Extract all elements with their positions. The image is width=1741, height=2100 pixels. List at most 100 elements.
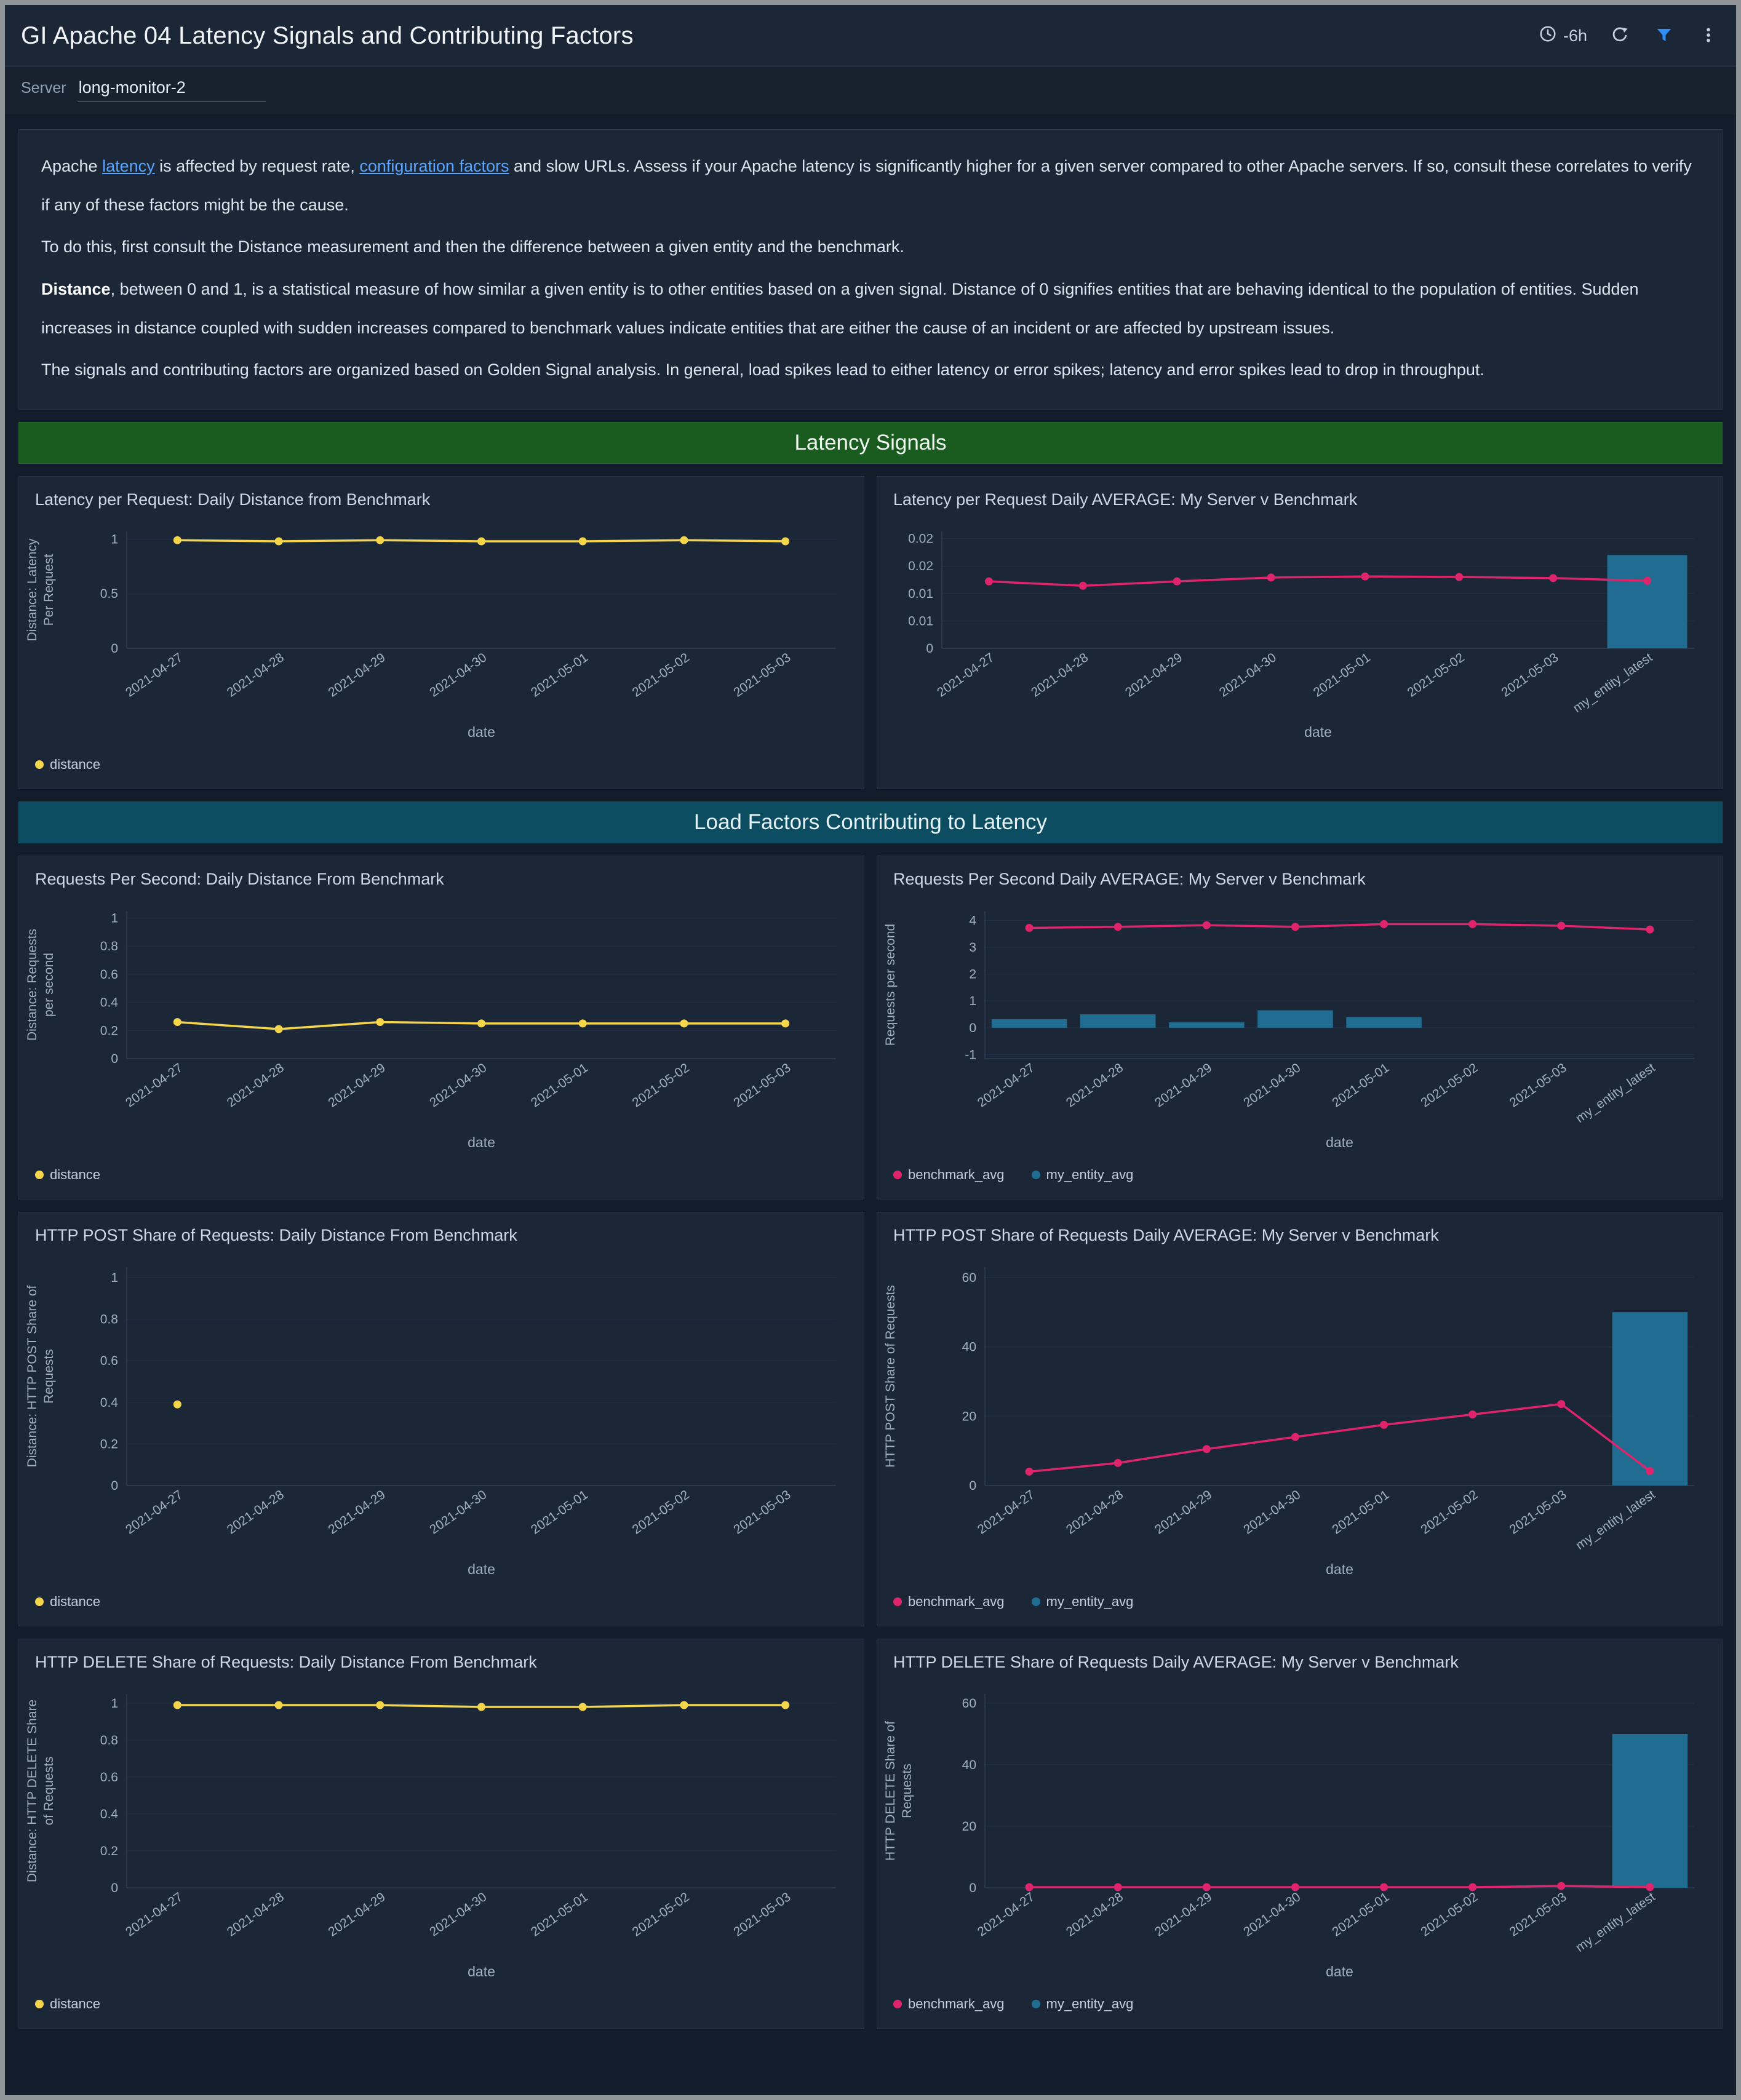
legend-dot (1031, 1597, 1040, 1606)
svg-text:my_entity_latest: my_entity_latest (1573, 1487, 1658, 1553)
svg-text:2021-05-03: 2021-05-03 (731, 650, 793, 699)
chart-title: HTTP POST Share of Requests Daily AVERAG… (893, 1225, 1439, 1244)
svg-text:my_entity_latest: my_entity_latest (1571, 650, 1655, 715)
svg-text:2021-05-01: 2021-05-01 (1329, 1890, 1392, 1939)
legend-item-benchmark_avg[interactable]: benchmark_avg (893, 1996, 1005, 2012)
svg-text:60: 60 (962, 1696, 976, 1711)
legend-item-distance[interactable]: distance (35, 1594, 100, 1610)
legend-item-my_entity_avg[interactable]: my_entity_avg (1031, 1996, 1133, 2012)
svg-text:2021-05-01: 2021-05-01 (1329, 1060, 1392, 1110)
chart-legend: distance (19, 748, 864, 789)
chart-delete-distance: 0 0.2 0.4 0.6 0.8 1 2021-04-27 2021-04-28 2021-0… (25, 1693, 836, 1979)
svg-text:2021-04-27: 2021-04-27 (975, 1487, 1037, 1537)
filter-button[interactable] (1652, 23, 1676, 49)
filter-bar: Server long-monitor-2 (5, 67, 1736, 114)
svg-text:date: date (1326, 1134, 1353, 1150)
svg-text:2021-05-02: 2021-05-02 (630, 1487, 692, 1537)
svg-text:date: date (1304, 724, 1332, 740)
server-filter-input[interactable]: long-monitor-2 (77, 78, 266, 102)
refresh-icon (1611, 26, 1629, 46)
svg-text:0: 0 (111, 642, 118, 656)
svg-text:Requests per second: Requests per second (883, 924, 898, 1046)
svg-text:Requests: Requests (900, 1764, 914, 1818)
legend-label: distance (50, 1166, 100, 1182)
post-charts-row: HTTP POST Share of Requests: Daily Dista… (18, 1211, 1723, 1626)
chart-legend: benchmark_avg my_entity_avg (877, 1987, 1722, 2028)
svg-text:2021-04-28: 2021-04-28 (225, 1890, 287, 1939)
svg-text:0: 0 (111, 1881, 118, 1895)
svg-text:20: 20 (962, 1409, 976, 1423)
svg-text:0.6: 0.6 (100, 1354, 118, 1368)
svg-text:2021-05-03: 2021-05-03 (731, 1487, 793, 1537)
legend-label: benchmark_avg (908, 1593, 1005, 1609)
svg-text:0: 0 (111, 1479, 118, 1493)
clock-icon (1539, 25, 1557, 47)
svg-text:2021-04-30: 2021-04-30 (427, 1060, 489, 1110)
svg-text:0.5: 0.5 (100, 587, 118, 601)
chart-panel-rps-distance: Requests Per Second: Daily Distance From… (18, 855, 864, 1199)
svg-text:2021-05-02: 2021-05-02 (1418, 1060, 1480, 1110)
svg-text:date: date (468, 1561, 495, 1577)
svg-text:2021-05-02: 2021-05-02 (630, 650, 692, 699)
description-text: , between 0 and 1, is a statistical meas… (41, 279, 1639, 337)
chart-title: HTTP POST Share of Requests: Daily Dista… (35, 1225, 517, 1244)
svg-text:2021-04-28: 2021-04-28 (1029, 650, 1091, 699)
svg-text:Distance: Requests: Distance: Requests (25, 929, 39, 1041)
svg-text:20: 20 (962, 1820, 976, 1834)
latency-link[interactable]: latency (102, 157, 155, 175)
legend-item-distance[interactable]: distance (35, 757, 100, 773)
svg-text:2021-05-02: 2021-05-02 (630, 1890, 692, 1939)
distance-term: Distance (41, 279, 111, 298)
server-filter-label: Server (21, 79, 66, 97)
legend-item-benchmark_avg[interactable]: benchmark_avg (893, 1167, 1005, 1183)
svg-text:0.8: 0.8 (100, 1733, 118, 1748)
svg-text:0: 0 (926, 642, 933, 656)
svg-text:my_entity_latest: my_entity_latest (1573, 1890, 1658, 1955)
chart-latency-distance: 0 0.5 1 2021-04-27 2021-04-28 2021-04-29 2021-… (25, 531, 836, 740)
configuration-factors-link[interactable]: configuration factors (359, 157, 509, 175)
svg-text:60: 60 (962, 1271, 976, 1285)
delete-charts-row: HTTP DELETE Share of Requests: Daily Dis… (18, 1638, 1723, 2029)
dashboard-content: Apache latency is affected by request ra… (5, 114, 1736, 2045)
chart-post-distance: 0 0.2 0.4 0.6 0.8 1 2021-04-27 2021-04-28 2021-0… (25, 1267, 836, 1577)
legend-item-my_entity_avg[interactable]: my_entity_avg (1031, 1593, 1134, 1610)
refresh-button[interactable] (1608, 23, 1631, 49)
description-paragraph-4: The signals and contributing factors are… (41, 360, 1484, 380)
svg-text:1: 1 (111, 532, 118, 546)
svg-text:of Requests: of Requests (42, 1756, 56, 1825)
svg-text:0.02: 0.02 (908, 559, 933, 573)
svg-text:0.8: 0.8 (100, 939, 118, 953)
svg-text:HTTP DELETE Share of: HTTP DELETE Share of (883, 1720, 898, 1860)
svg-text:2021-04-28: 2021-04-28 (1064, 1060, 1126, 1110)
chart-delete-average: 0 20 40 60 2021-04-27 2021-04-28 2021-04-29 202… (883, 1693, 1694, 1979)
chart-panel-rps-average: Requests Per Second Daily AVERAGE: My Se… (877, 855, 1723, 1199)
svg-text:2021-04-27: 2021-04-27 (123, 1487, 185, 1537)
rps-charts-row: Requests Per Second: Daily Distance From… (18, 855, 1723, 1199)
chart-title: Requests Per Second Daily AVERAGE: My Se… (893, 869, 1366, 888)
legend-dot (1031, 1170, 1040, 1179)
svg-text:0.01: 0.01 (908, 587, 933, 601)
kebab-menu-button[interactable] (1697, 23, 1720, 49)
legend-item-my_entity_avg[interactable]: my_entity_avg (1031, 1167, 1133, 1183)
chart-post-average: 0 20 40 60 2021-04-27 2021-04-28 2021-04-29 202… (883, 1267, 1694, 1577)
chart-legend (877, 748, 1722, 789)
svg-text:2021-04-28: 2021-04-28 (1064, 1890, 1126, 1939)
svg-text:per second: per second (42, 953, 56, 1017)
svg-text:-1: -1 (965, 1048, 976, 1062)
legend-label: distance (50, 1593, 100, 1609)
svg-text:0.4: 0.4 (100, 995, 119, 1009)
legend-item-distance[interactable]: distance (35, 1167, 100, 1183)
description-text: and slow URLs. Assess if your Apache lat… (41, 157, 1692, 214)
legend-label: my_entity_avg (1046, 1593, 1134, 1609)
chart-rps-average: -1 0 1 2 3 4 2021-04-27 2021-04-28 2021-04-29 202… (883, 910, 1694, 1150)
legend-item-distance[interactable]: distance (35, 1996, 100, 2012)
dashboard-title: GI Apache 04 Latency Signals and Contrib… (21, 22, 634, 49)
time-range-control[interactable]: -6h (1539, 25, 1587, 47)
svg-text:0: 0 (969, 1021, 976, 1035)
legend-item-benchmark_avg[interactable]: benchmark_avg (893, 1594, 1005, 1610)
svg-text:2021-04-30: 2021-04-30 (1241, 1487, 1303, 1537)
description-panel: Apache latency is affected by request ra… (18, 129, 1723, 410)
svg-text:2021-05-01: 2021-05-01 (528, 650, 591, 699)
legend-dot (35, 1597, 44, 1606)
